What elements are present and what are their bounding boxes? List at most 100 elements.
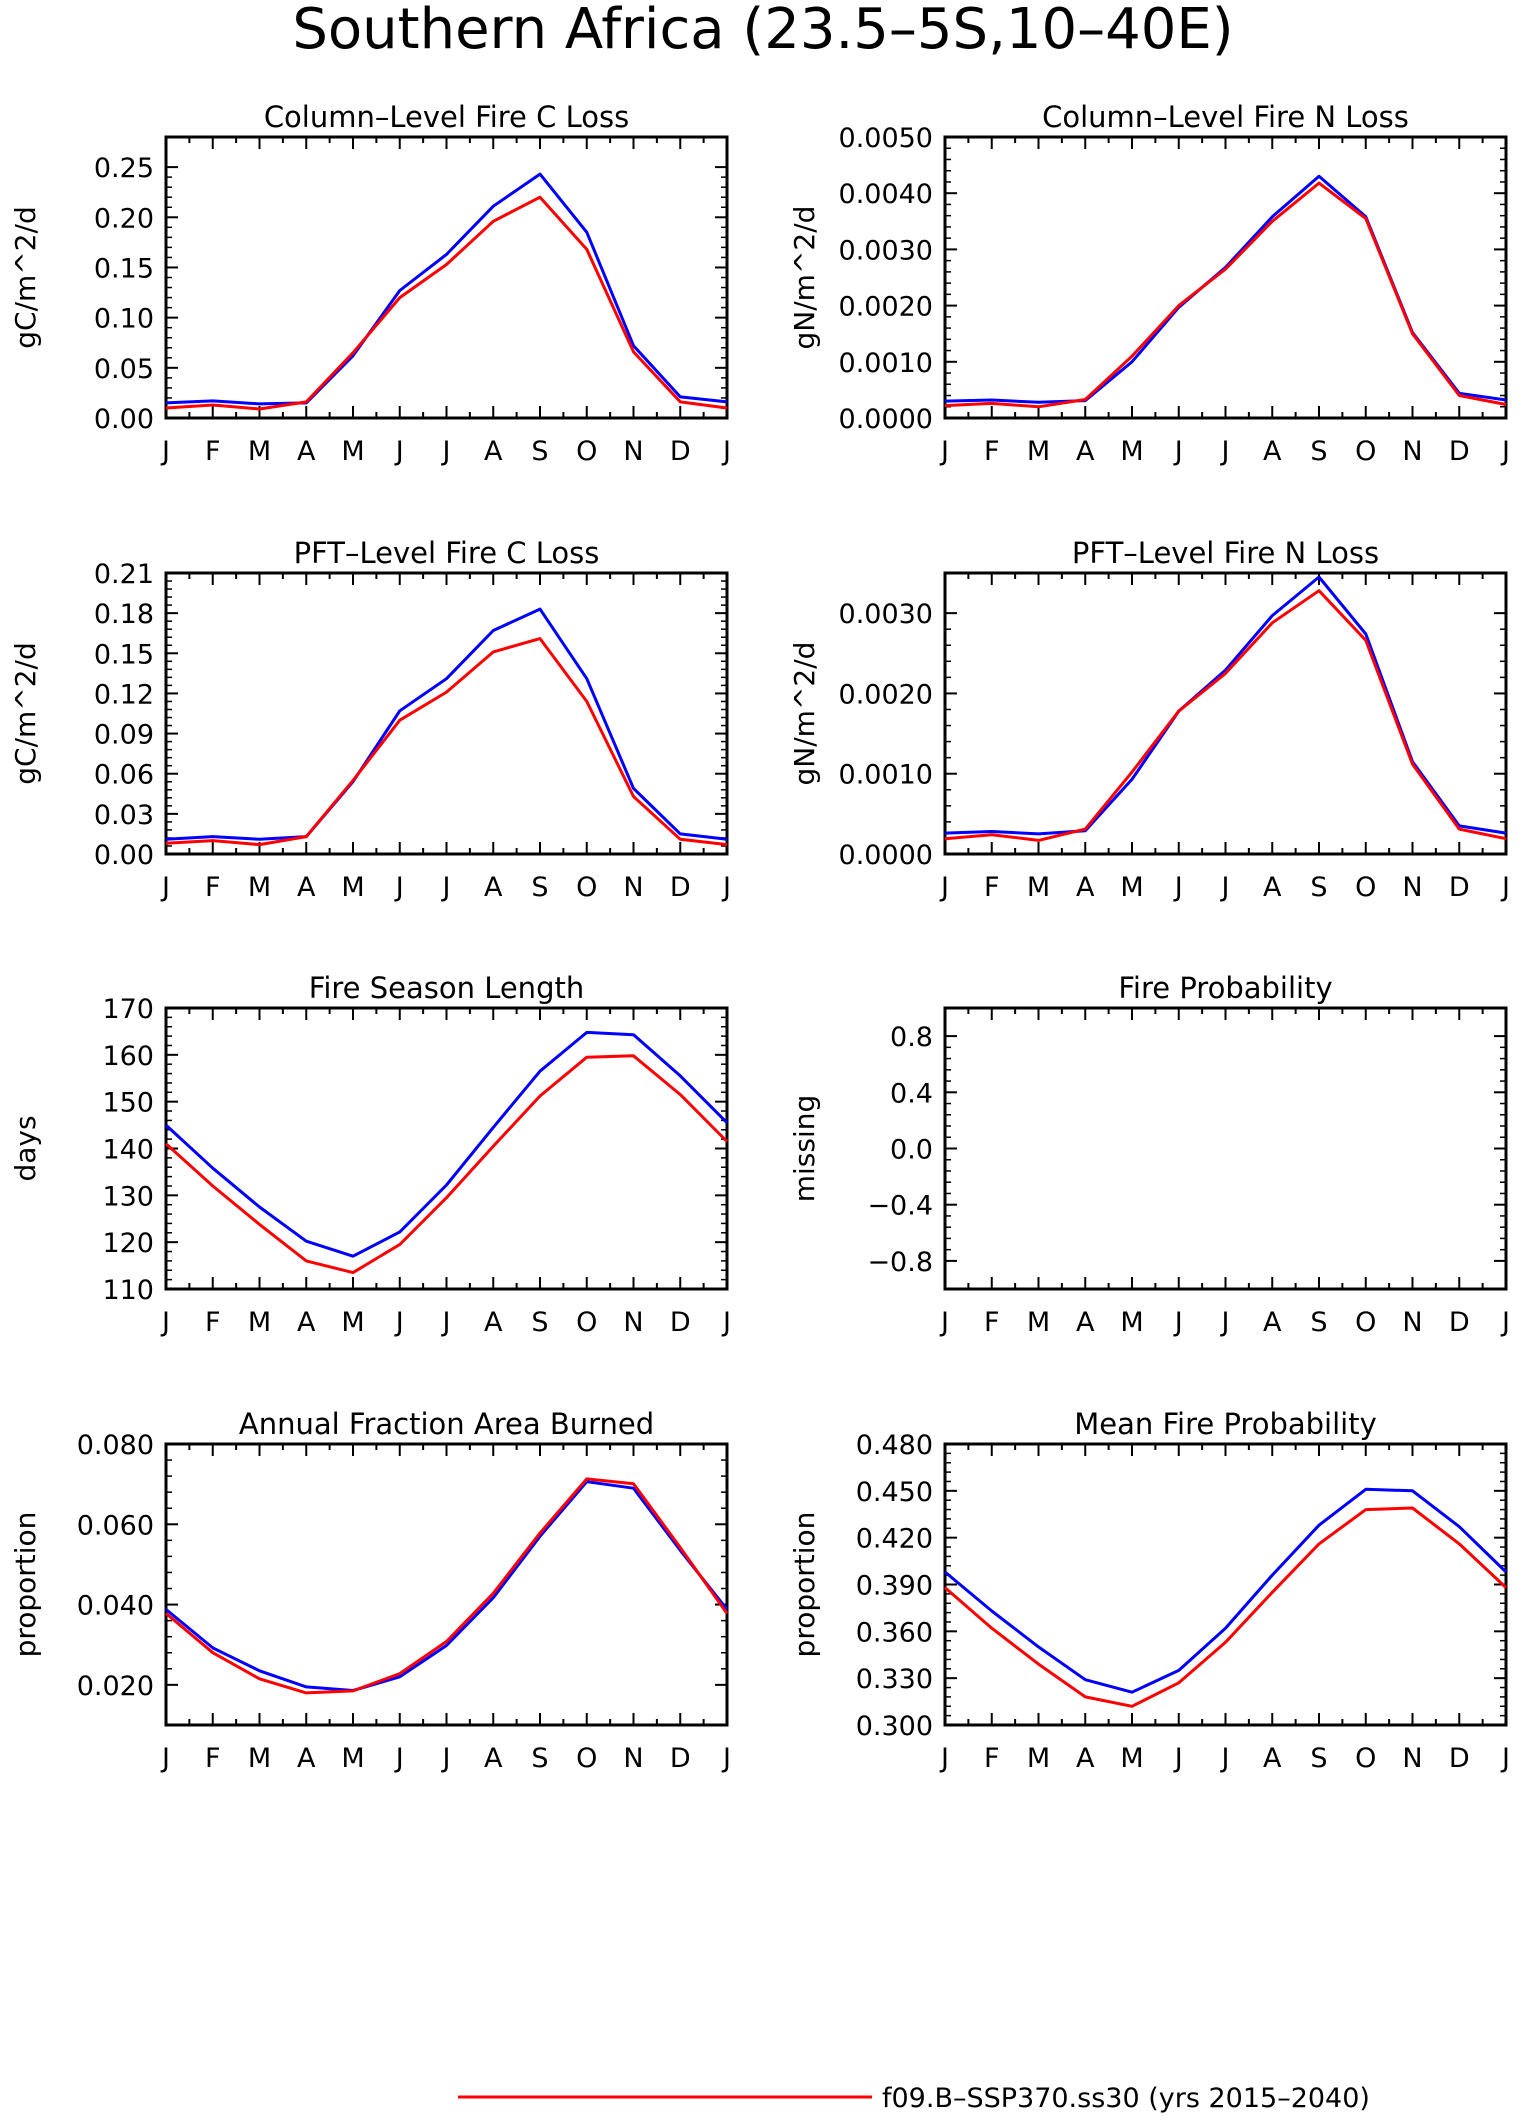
x-tick-label: S <box>531 872 548 903</box>
y-tick-label: 0.06 <box>94 760 154 791</box>
y-tick-label: 0.21 <box>94 559 154 590</box>
x-tick-label: F <box>205 436 221 467</box>
x-tick-label: J <box>721 1743 731 1774</box>
x-tick-label: S <box>531 1307 548 1338</box>
x-tick-label: M <box>341 436 364 467</box>
y-axis-label: gC/m^2/d <box>9 206 42 349</box>
plot-frame <box>164 1442 729 1727</box>
x-tick-label: J <box>441 436 451 467</box>
plot-frame <box>164 571 729 856</box>
chart-fire-probability: Fire Probability missing J F M A M J J A S O N D J−0… <box>788 971 1510 1338</box>
x-tick-label: N <box>623 1307 643 1338</box>
y-tick-label: 0.0 <box>890 1135 933 1166</box>
x-tick-label: A <box>484 436 503 467</box>
y-tick-label: 0.03 <box>94 800 154 831</box>
x-tick-label: J <box>1220 1743 1230 1774</box>
chart-title: Column–Level Fire N Loss <box>1042 100 1409 134</box>
x-tick-label: F <box>984 436 1000 467</box>
figure-title: Southern Africa (23.5–5S,10–40E) <box>292 0 1233 62</box>
x-tick-label: O <box>576 436 597 467</box>
plot-frame <box>164 135 729 420</box>
x-tick-label: A <box>484 1307 503 1338</box>
chart-title: Annual Fraction Area Burned <box>239 1407 654 1441</box>
y-tick-label: 0.0030 <box>839 235 933 266</box>
x-tick-label: A <box>1076 1743 1095 1774</box>
y-tick-label: 150 <box>102 1088 154 1119</box>
series-line-blue <box>944 174 1507 404</box>
x-tick-label: J <box>1173 1743 1183 1774</box>
x-tick-label: J <box>441 1743 451 1774</box>
y-tick-label: 0.20 <box>94 203 154 234</box>
x-tick-label: J <box>1173 872 1183 903</box>
x-tick-label: M <box>1120 1307 1143 1338</box>
y-tick-label: 0.060 <box>77 1510 154 1541</box>
x-tick-label: S <box>1310 436 1327 467</box>
y-tick-label: 0.0000 <box>839 404 933 435</box>
x-tick-label: J <box>1220 436 1230 467</box>
x-tick-label: N <box>1402 436 1422 467</box>
x-tick-label: M <box>1120 872 1143 903</box>
x-tick-label: J <box>1500 436 1510 467</box>
chart-title: Column–Level Fire C Loss <box>264 100 629 134</box>
series-line-red <box>165 637 728 847</box>
plot-frame <box>943 571 1508 856</box>
y-tick-label: 0.10 <box>94 304 154 335</box>
y-tick-label: 0.8 <box>890 1022 933 1053</box>
y-axis-label: missing <box>788 1095 821 1203</box>
x-tick-label: S <box>531 436 548 467</box>
x-tick-label: O <box>576 1307 597 1338</box>
x-tick-label: M <box>1027 872 1050 903</box>
x-tick-label: D <box>1449 1743 1470 1774</box>
legend: f09.B–SSP370.ss30 (yrs 2015–2040) <box>458 2083 1370 2114</box>
x-tick-label: M <box>1027 1307 1050 1338</box>
x-tick-label: D <box>1449 436 1470 467</box>
x-tick-label: A <box>297 1743 316 1774</box>
x-tick-label: F <box>984 1743 1000 1774</box>
y-tick-label: 0.450 <box>856 1477 933 1508</box>
x-tick-label: M <box>248 436 271 467</box>
y-tick-label: 140 <box>102 1135 154 1166</box>
series-line-red <box>164 1054 729 1275</box>
chart-annual-fraction-area-burned: Annual Fraction Area Burned proportion J… <box>9 1407 731 1774</box>
y-tick-label: 130 <box>102 1181 154 1212</box>
x-tick-label: J <box>721 436 731 467</box>
x-tick-label: J <box>160 436 170 467</box>
x-tick-label: A <box>484 872 503 903</box>
x-tick-label: O <box>576 872 597 903</box>
y-tick-label: 0.330 <box>856 1664 933 1695</box>
x-tick-label: O <box>1355 872 1376 903</box>
x-tick-label: A <box>297 1307 316 1338</box>
x-tick-label: A <box>297 436 316 467</box>
x-tick-label: M <box>248 1743 271 1774</box>
x-tick-label: A <box>1076 436 1095 467</box>
y-tick-label: 0.00 <box>94 840 154 871</box>
x-tick-label: O <box>576 1743 597 1774</box>
x-tick-label: F <box>984 1307 1000 1338</box>
plot-frame <box>943 1442 1508 1727</box>
series-line-red <box>944 589 1507 842</box>
series-line-blue <box>165 1480 729 1692</box>
x-tick-label: J <box>394 436 404 467</box>
x-tick-label: S <box>531 1743 548 1774</box>
x-tick-label: J <box>394 872 404 903</box>
y-tick-label: 0.4 <box>890 1078 933 1109</box>
y-tick-label: 0.0030 <box>839 599 933 630</box>
x-tick-label: J <box>160 1743 170 1774</box>
y-tick-label: 0.390 <box>856 1571 933 1602</box>
x-tick-label: F <box>205 872 221 903</box>
x-tick-label: S <box>1310 1743 1327 1774</box>
x-tick-label: F <box>205 1307 221 1338</box>
x-tick-label: D <box>1449 1307 1470 1338</box>
x-tick-label: J <box>1173 1307 1183 1338</box>
x-tick-label: S <box>1310 1307 1327 1338</box>
x-tick-label: J <box>160 872 170 903</box>
x-tick-label: N <box>623 1743 643 1774</box>
chart-title: PFT–Level Fire C Loss <box>294 536 600 570</box>
x-tick-label: A <box>1263 436 1282 467</box>
x-tick-label: N <box>1402 1307 1422 1338</box>
x-tick-label: O <box>1355 436 1376 467</box>
